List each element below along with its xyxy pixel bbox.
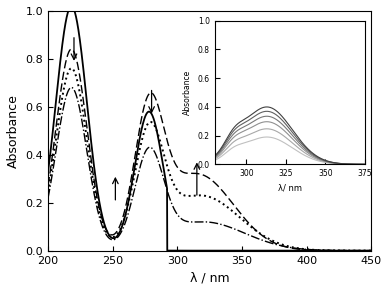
X-axis label: λ / nm: λ / nm [190, 271, 230, 284]
Y-axis label: Absorbance: Absorbance [7, 94, 20, 168]
